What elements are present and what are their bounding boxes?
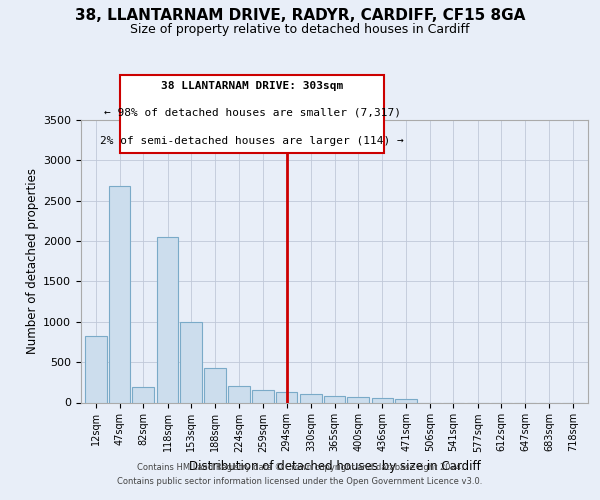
Text: ← 98% of detached houses are smaller (7,317): ← 98% of detached houses are smaller (7,… (104, 107, 401, 117)
Y-axis label: Number of detached properties: Number of detached properties (26, 168, 39, 354)
Bar (109, 186, 130, 402)
X-axis label: Distribution of detached houses by size in Cardiff: Distribution of detached houses by size … (188, 460, 481, 473)
Text: 2% of semi-detached houses are larger (114) →: 2% of semi-detached houses are larger (1… (100, 136, 404, 146)
Bar (371, 398, 394, 402)
Bar (85, 336, 107, 402)
Bar (181, 322, 202, 402)
Text: Contains HM Land Registry data © Crown copyright and database right 2024.: Contains HM Land Registry data © Crown c… (137, 464, 463, 472)
Bar (275, 392, 298, 402)
Text: Size of property relative to detached houses in Cardiff: Size of property relative to detached ho… (130, 22, 470, 36)
Text: 38 LLANTARNAM DRIVE: 303sqm: 38 LLANTARNAM DRIVE: 303sqm (161, 81, 343, 91)
Bar (323, 396, 346, 402)
Bar (133, 387, 154, 402)
Bar (347, 397, 369, 402)
Text: 38, LLANTARNAM DRIVE, RADYR, CARDIFF, CF15 8GA: 38, LLANTARNAM DRIVE, RADYR, CARDIFF, CF… (75, 8, 525, 22)
Bar (229, 386, 250, 402)
Bar (204, 368, 226, 402)
Bar (157, 237, 178, 402)
Bar (252, 390, 274, 402)
Bar (395, 400, 417, 402)
Bar (300, 394, 322, 402)
Text: Contains public sector information licensed under the Open Government Licence v3: Contains public sector information licen… (118, 477, 482, 486)
